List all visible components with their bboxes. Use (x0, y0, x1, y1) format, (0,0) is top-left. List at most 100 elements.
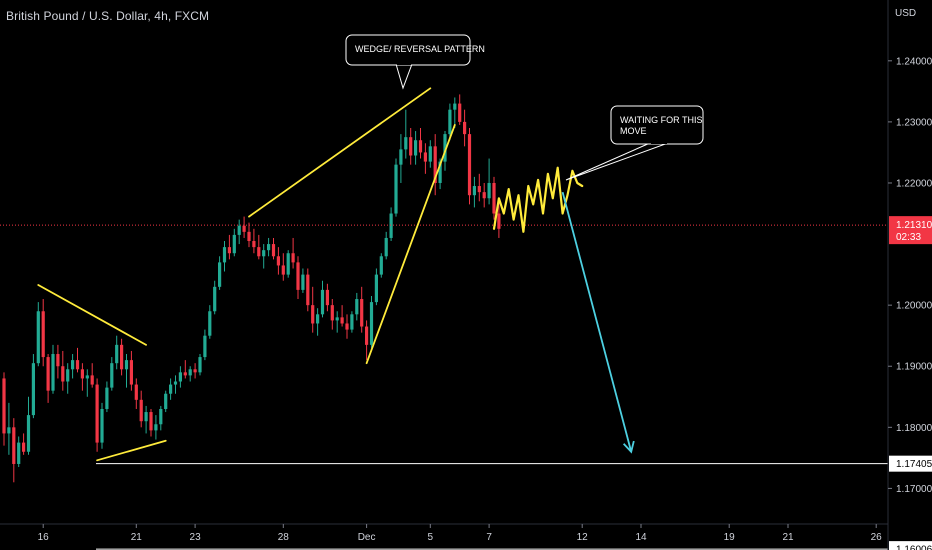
candle-body (369, 302, 374, 345)
candle (384, 231, 388, 260)
candle (237, 219, 241, 245)
candle-body (423, 152, 427, 162)
candle-body (320, 289, 325, 315)
trendline[interactable] (248, 87, 432, 218)
candle-body (2, 378, 6, 434)
level-badge[interactable] (889, 541, 932, 550)
candle-body (46, 357, 50, 391)
time-axis[interactable]: 16 21 23 28 Dec 5 7 12 14 19 21 26 (0, 523, 888, 543)
trendline[interactable] (37, 284, 148, 346)
levels-layer (0, 224, 888, 550)
candle (208, 305, 212, 339)
candle (316, 308, 320, 336)
candle-body (389, 213, 393, 238)
candle-body (301, 274, 305, 290)
candle (472, 176, 476, 208)
level-badge[interactable] (889, 455, 932, 472)
candle-body (477, 186, 481, 193)
candle (409, 128, 413, 165)
price-tick-label: 1.22000 (896, 178, 932, 189)
candle-body (85, 375, 89, 379)
candle-body (409, 137, 413, 156)
candle-body (159, 408, 163, 425)
candle-body (438, 161, 442, 183)
candle-body (61, 366, 65, 382)
candle-body (31, 363, 35, 416)
projection-arrow-head[interactable] (622, 440, 635, 454)
time-tick-label: 12 (577, 532, 589, 543)
candle (345, 314, 349, 339)
candle-body (95, 384, 99, 443)
price-tick-label: 1.17000 (896, 484, 932, 495)
candle (17, 436, 21, 468)
candle-body (271, 244, 276, 257)
candle-body (100, 408, 104, 443)
candle (418, 128, 423, 159)
candle (374, 268, 378, 306)
callout-text-line: WAITING FOR THIS (620, 115, 703, 125)
candle (286, 250, 290, 278)
candle-body (17, 442, 21, 464)
candle-body (169, 384, 173, 394)
drawings-layer[interactable] (37, 87, 635, 462)
projection-path[interactable] (492, 166, 584, 233)
callout[interactable]: WEDGE/ REVERSAL PATTERN (345, 34, 485, 90)
candle (325, 283, 329, 312)
price-tick-label: 1.20000 (896, 301, 932, 312)
candle (423, 143, 427, 174)
trendline[interactable] (365, 124, 456, 365)
time-tick-label: 28 (278, 532, 290, 543)
current-price-badge[interactable] (889, 216, 932, 245)
projection-arrow-line[interactable] (561, 191, 633, 452)
candle-body (134, 384, 138, 400)
trendline[interactable] (96, 439, 167, 462)
candle (482, 182, 486, 208)
candle-body (12, 427, 16, 464)
candle (355, 292, 359, 321)
callouts-layer[interactable]: WEDGE/ REVERSAL PATTERN WAITING FOR THIS M… (345, 34, 704, 181)
candle-body (7, 427, 11, 434)
price-tick-label: 1.18000 (896, 423, 932, 434)
candle (330, 299, 334, 330)
candle (159, 405, 163, 431)
candle-body (404, 137, 408, 150)
candle-body (222, 247, 227, 263)
candle (115, 335, 119, 370)
price-axis[interactable]: USD 1.24000 1.23000 1.22000 1.20000 1.19000 1.… (887, 0, 932, 550)
candle-body (41, 311, 45, 358)
candle (203, 329, 207, 361)
candle (414, 131, 418, 165)
candle-body (482, 192, 486, 199)
candle (7, 402, 11, 455)
candle-body (66, 369, 70, 382)
candle (61, 350, 65, 391)
candle-body (188, 369, 192, 376)
candle (394, 158, 398, 217)
candle (448, 103, 452, 141)
candle (178, 366, 182, 388)
candle-body (154, 424, 158, 431)
time-tick-label: 21 (782, 532, 794, 543)
candle (262, 244, 266, 269)
candle (350, 311, 354, 333)
candle-body (399, 149, 403, 165)
candle (252, 228, 256, 254)
callout[interactable]: WAITING FOR THIS MOVE (565, 105, 704, 181)
candle (149, 408, 153, 437)
candle (134, 378, 138, 409)
candle (173, 375, 178, 394)
time-tick-label: 21 (131, 532, 143, 543)
candle-body (90, 375, 94, 385)
candle (154, 415, 158, 440)
candle-body (71, 360, 75, 370)
candle (144, 405, 148, 434)
candle (311, 286, 315, 333)
candle (369, 295, 374, 348)
candle-body (428, 146, 432, 162)
candle-body (110, 363, 114, 388)
candle (267, 237, 271, 257)
candle (301, 268, 305, 293)
candle-body (379, 256, 383, 275)
candle (120, 338, 124, 376)
